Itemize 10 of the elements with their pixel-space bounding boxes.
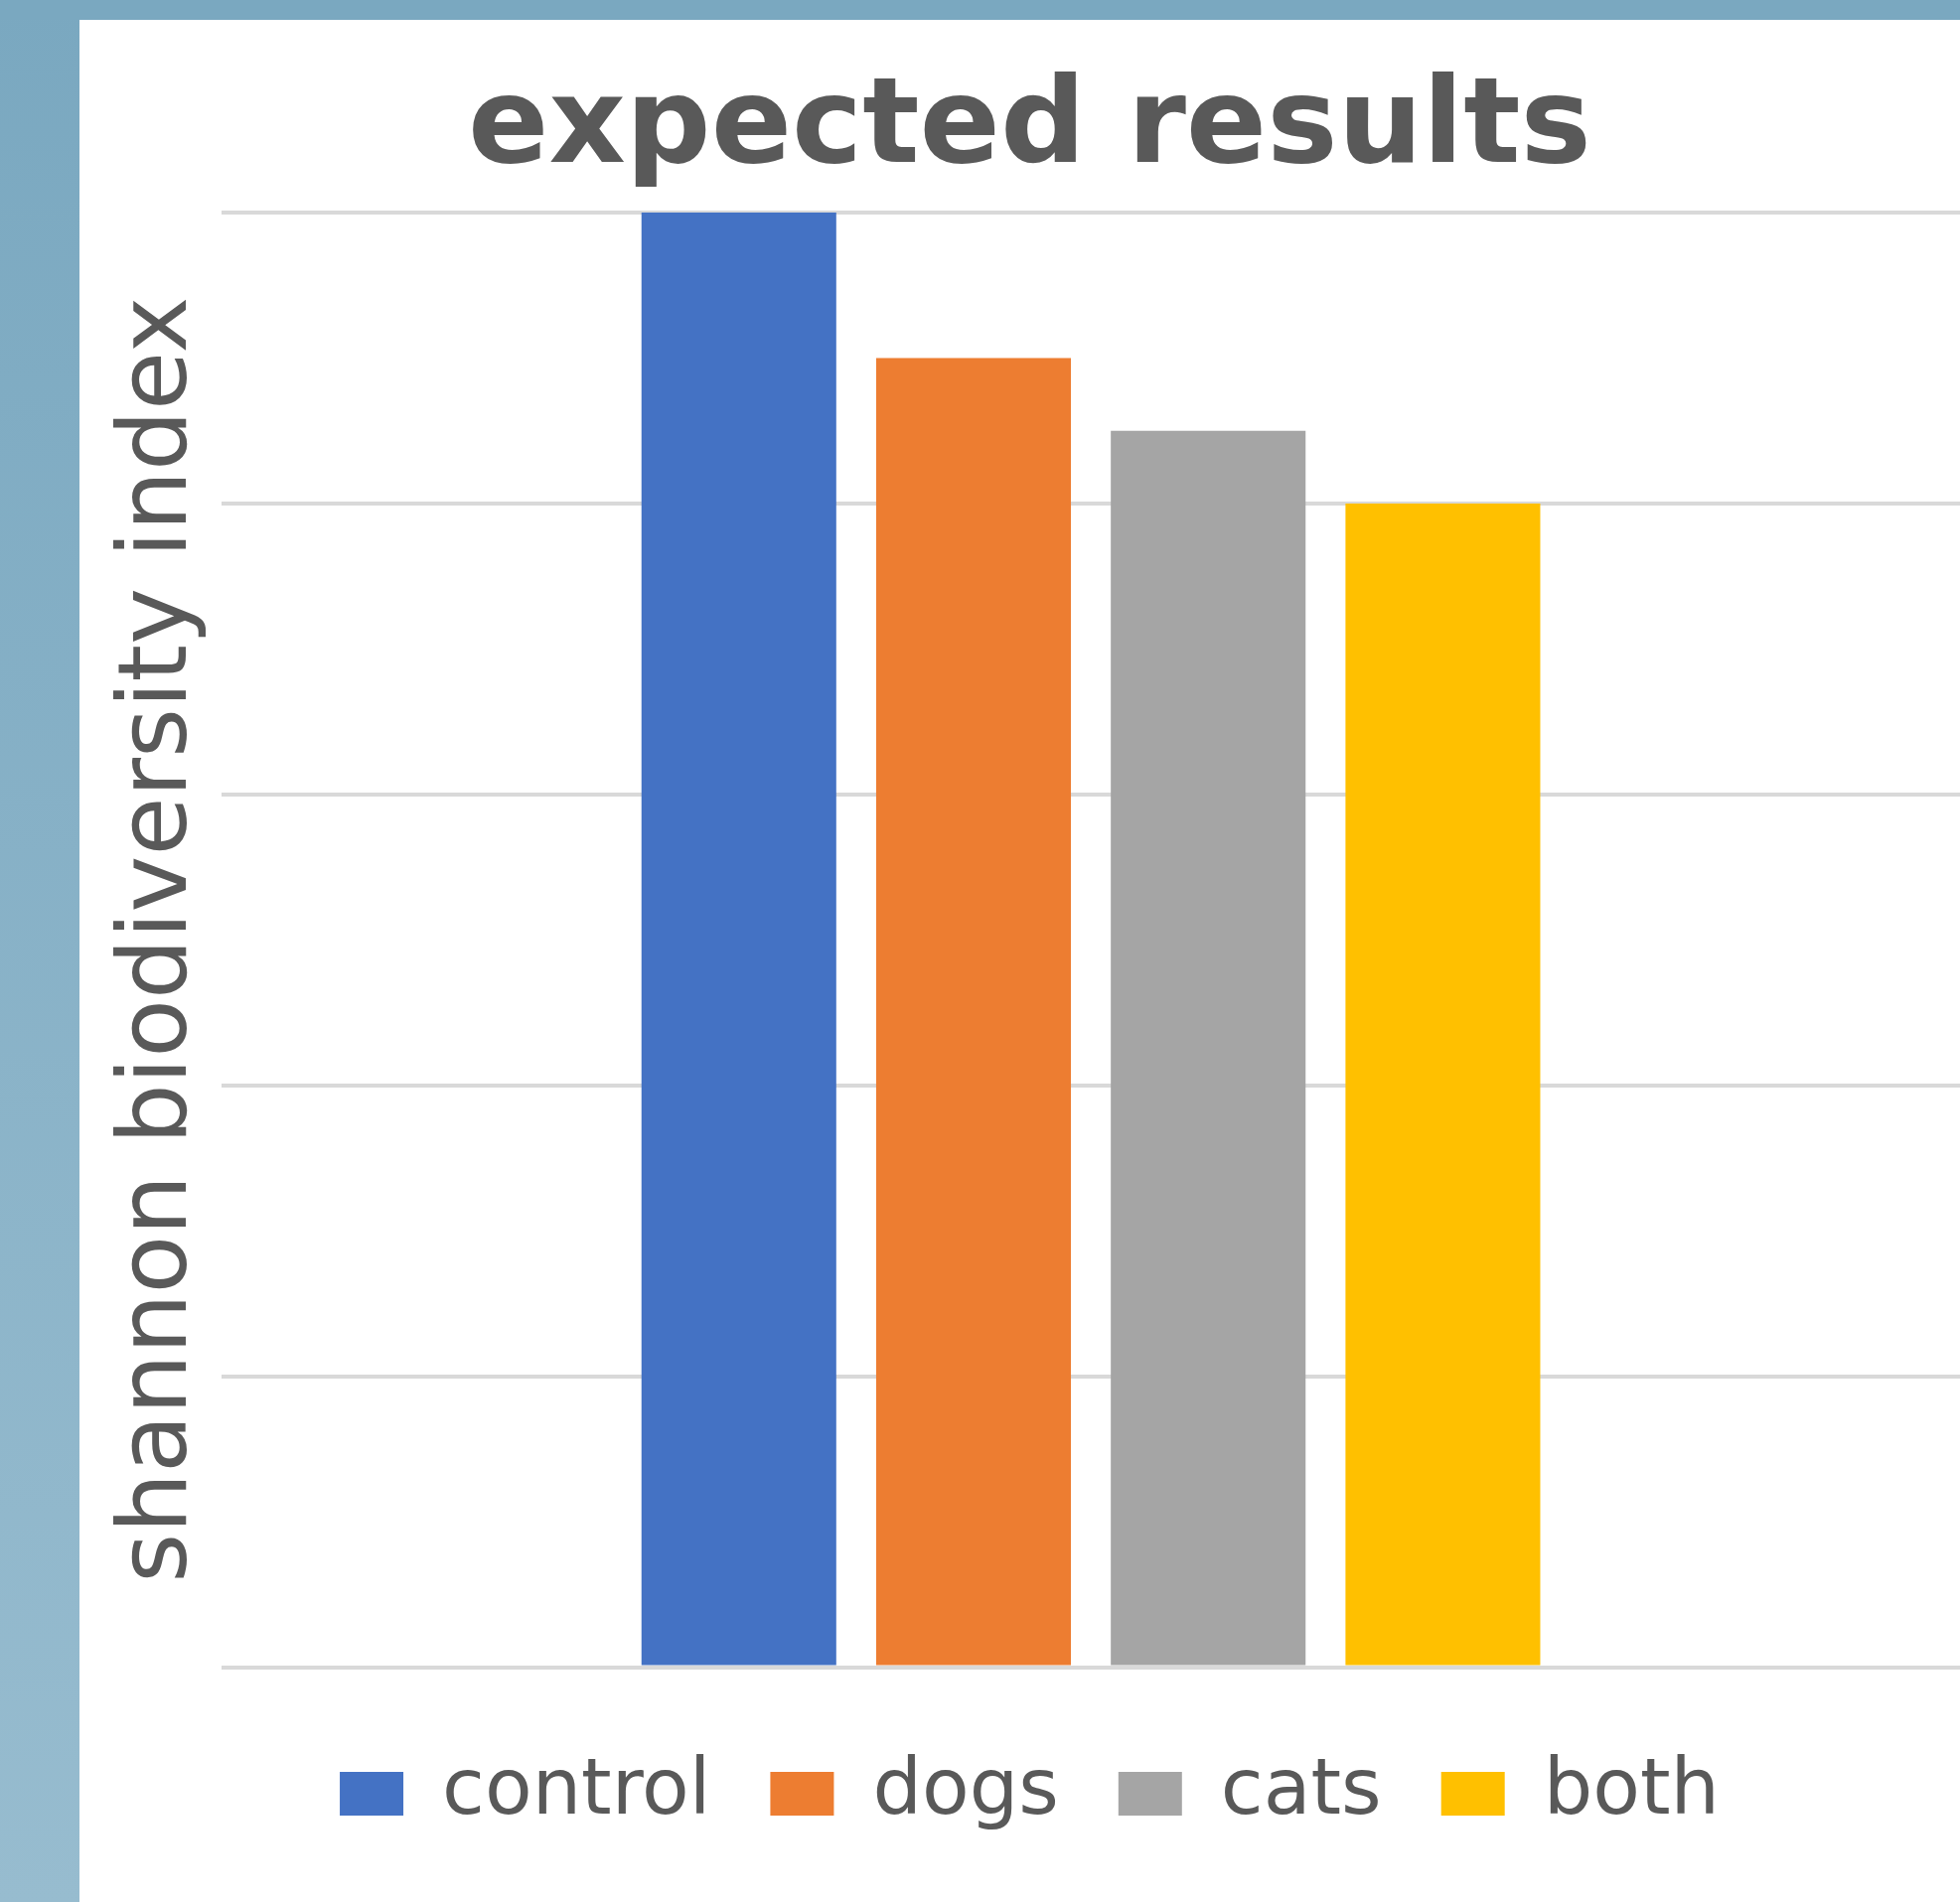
bar xyxy=(641,213,836,1666)
chart-title: expected results xyxy=(468,52,1591,191)
bar xyxy=(875,358,1072,1666)
legend-label: cats xyxy=(1220,1742,1382,1832)
legend-label: both xyxy=(1543,1742,1720,1832)
legend-label: dogs xyxy=(872,1742,1059,1832)
bar xyxy=(1111,430,1306,1666)
legend-label: control xyxy=(442,1742,711,1832)
bar xyxy=(1345,503,1541,1666)
y-axis-title: shannon biodiversity index xyxy=(96,296,209,1583)
